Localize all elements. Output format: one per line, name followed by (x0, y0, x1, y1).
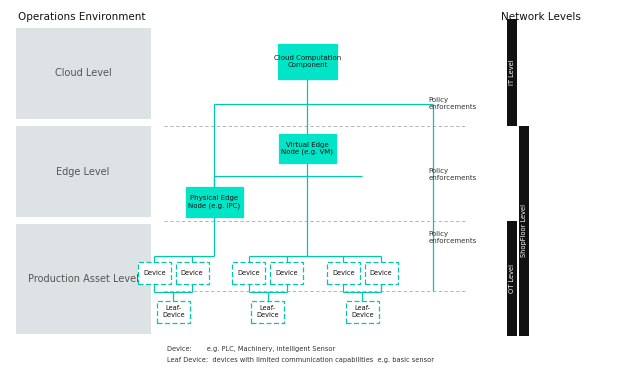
Text: Operations Environment: Operations Environment (18, 12, 145, 22)
FancyBboxPatch shape (176, 262, 209, 284)
FancyBboxPatch shape (279, 134, 336, 163)
Text: Policy
enforcements: Policy enforcements (428, 168, 477, 181)
Bar (507, 19, 517, 126)
Text: Leaf-
Device: Leaf- Device (351, 305, 374, 318)
Text: Cloud Level: Cloud Level (55, 69, 112, 78)
Text: Policy
enforcements: Policy enforcements (428, 231, 477, 244)
FancyBboxPatch shape (346, 301, 379, 323)
Bar (519, 126, 529, 336)
FancyBboxPatch shape (232, 262, 265, 284)
FancyBboxPatch shape (270, 262, 303, 284)
Bar (16, 28, 151, 119)
Text: Production Asset Level: Production Asset Level (28, 274, 139, 284)
Text: Virtual Edge
Node (e.g. VM): Virtual Edge Node (e.g. VM) (282, 142, 333, 155)
Text: Network Levels: Network Levels (501, 12, 580, 22)
Text: Edge Level: Edge Level (57, 167, 110, 177)
Text: OT Level: OT Level (509, 264, 515, 293)
FancyBboxPatch shape (138, 262, 171, 284)
Text: IT Level: IT Level (509, 59, 515, 85)
Text: Leaf-
Device: Leaf- Device (162, 305, 185, 318)
FancyBboxPatch shape (277, 44, 338, 79)
Text: Device: Device (143, 270, 166, 276)
FancyBboxPatch shape (186, 187, 243, 217)
Bar (507, 221, 517, 336)
Text: Device: Device (275, 270, 298, 276)
Text: Leaf-
Device: Leaf- Device (256, 305, 279, 318)
FancyBboxPatch shape (327, 262, 360, 284)
Text: Policy
enforcements: Policy enforcements (428, 97, 477, 111)
Bar (16, 126, 151, 217)
FancyBboxPatch shape (157, 301, 190, 323)
Text: Leaf Device:  devices with limited communication capabilities  e.g. basic sensor: Leaf Device: devices with limited commun… (167, 357, 434, 363)
Text: Device: Device (332, 270, 355, 276)
Text: Device: Device (370, 270, 392, 276)
Text: ShopFloor Level: ShopFloor Level (521, 204, 527, 257)
FancyBboxPatch shape (365, 262, 398, 284)
Text: Cloud Computation
Component: Cloud Computation Component (274, 55, 341, 68)
Text: Physical Edge
Node (e.g. IPC): Physical Edge Node (e.g. IPC) (188, 196, 240, 209)
Text: Device: Device (181, 270, 203, 276)
FancyBboxPatch shape (251, 301, 284, 323)
Bar (16, 224, 151, 334)
Text: Device: Device (238, 270, 260, 276)
Text: Device:       e.g. PLC, Machinery, intelligent Sensor: Device: e.g. PLC, Machinery, intelligent… (167, 346, 335, 352)
